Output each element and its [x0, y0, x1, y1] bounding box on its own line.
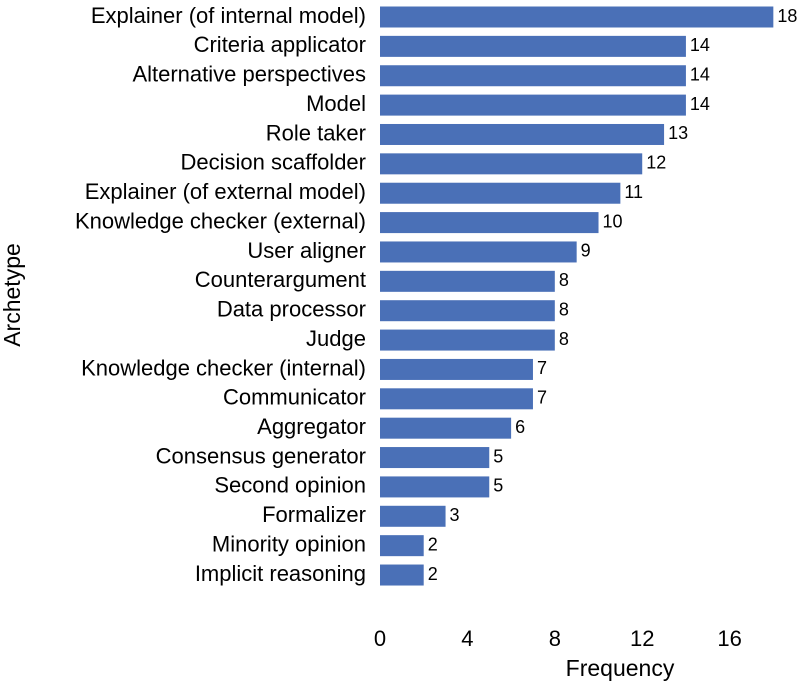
y-tick-label: Formalizer	[262, 502, 366, 527]
bar	[380, 476, 490, 498]
value-label: 11	[624, 182, 643, 202]
bar	[380, 535, 424, 557]
y-tick-label: Criteria applicator	[194, 32, 366, 57]
y-tick-label: Alternative perspectives	[132, 62, 366, 87]
bar	[380, 182, 621, 204]
value-label: 8	[559, 299, 569, 319]
bar	[380, 35, 686, 57]
bar	[380, 270, 555, 292]
y-tick-label: Implicit reasoning	[195, 561, 366, 586]
y-tick-label: Explainer (of internal model)	[91, 3, 366, 28]
value-label: 18	[777, 6, 797, 26]
bar	[380, 417, 512, 439]
value-label: 7	[537, 358, 547, 378]
bar	[380, 212, 599, 234]
x-tick-label: 8	[549, 626, 561, 651]
bar	[380, 123, 665, 145]
bar	[380, 505, 446, 527]
value-label: 5	[493, 446, 503, 466]
value-label: 8	[559, 270, 569, 290]
y-tick-label: Data processor	[217, 297, 366, 322]
value-label: 7	[537, 388, 547, 408]
bar	[380, 153, 643, 175]
x-axis-title: Frequency	[566, 655, 675, 681]
y-tick-label: Knowledge checker (external)	[75, 208, 366, 233]
bar	[380, 388, 533, 410]
bar	[380, 94, 686, 116]
y-tick-label: Judge	[306, 326, 366, 351]
value-label: 10	[603, 211, 623, 231]
value-label: 9	[581, 241, 591, 261]
value-label: 2	[428, 564, 438, 584]
bar	[380, 564, 424, 586]
y-tick-label: Minority opinion	[212, 531, 366, 556]
y-tick-label: Consensus generator	[156, 443, 366, 468]
bar	[380, 241, 577, 263]
value-label: 12	[646, 153, 666, 173]
bar	[380, 300, 555, 322]
bar	[380, 329, 555, 351]
x-tick-label: 12	[630, 626, 654, 651]
y-tick-label: User aligner	[247, 238, 366, 263]
y-tick-label: Explainer (of external model)	[85, 179, 366, 204]
bar	[380, 6, 774, 28]
y-tick-label: Communicator	[223, 385, 366, 410]
value-label: 14	[690, 35, 710, 55]
y-tick-label: Knowledge checker (internal)	[81, 355, 366, 380]
value-label: 5	[493, 476, 503, 496]
value-label: 6	[515, 417, 525, 437]
bar	[380, 358, 533, 380]
value-label: 14	[690, 64, 710, 84]
value-label: 2	[428, 534, 438, 554]
y-tick-label: Aggregator	[257, 414, 366, 439]
value-label: 13	[668, 123, 688, 143]
y-tick-label: Second opinion	[214, 473, 366, 498]
y-tick-label: Model	[306, 91, 366, 116]
x-tick-label: 4	[461, 626, 473, 651]
value-label: 3	[450, 505, 460, 525]
x-tick-label: 0	[374, 626, 386, 651]
x-tick-label: 16	[717, 626, 741, 651]
y-tick-label: Role taker	[266, 120, 366, 145]
y-tick-label: Decision scaffolder	[181, 150, 366, 175]
bar	[380, 65, 686, 87]
value-label: 14	[690, 94, 710, 114]
bar	[380, 447, 490, 469]
y-tick-label: Counterargument	[195, 267, 366, 292]
value-label: 8	[559, 329, 569, 349]
y-axis-title: Archetype	[0, 243, 25, 347]
